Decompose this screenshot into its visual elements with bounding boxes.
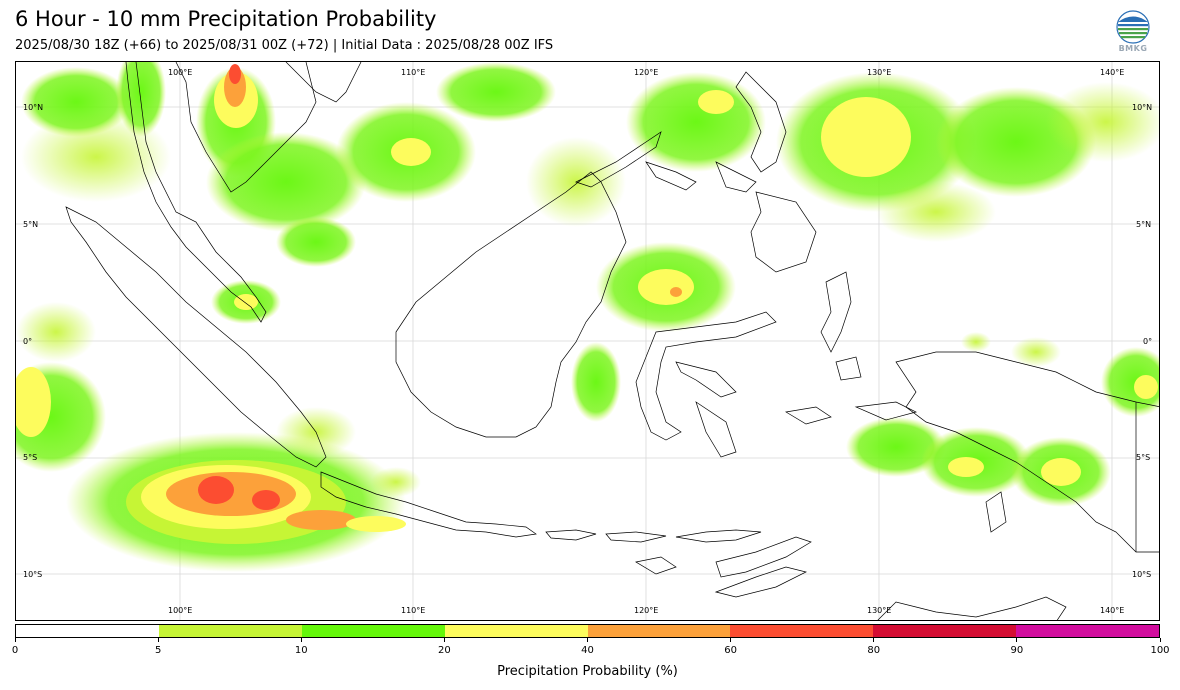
colorbar-tick-label: 60: [724, 645, 737, 656]
colorbar-tick-label: 90: [1010, 645, 1024, 656]
logo-wordmark: BMKG: [1118, 44, 1148, 53]
bmkg-logo-icon: [1116, 10, 1150, 44]
colorbar-segment: [873, 625, 1017, 637]
colorbar-tick: [1016, 638, 1018, 642]
colorbar-segment: [444, 625, 588, 637]
lon-label-top: 140°E: [1100, 68, 1125, 77]
lat-label-right: 0°: [1143, 337, 1153, 346]
colorbar-segment: [16, 625, 159, 637]
colorbar-tick-label: 40: [581, 645, 594, 656]
colorbar-segment: [730, 625, 874, 637]
colorbar-tick: [14, 638, 16, 642]
lon-label-bottom: 120°E: [634, 606, 659, 615]
lat-label-left: 10°S: [23, 570, 43, 579]
lon-label-top: 120°E: [634, 68, 659, 77]
lat-label-right: 10°N: [1132, 103, 1153, 112]
lon-label-bottom: 140°E: [1100, 606, 1125, 615]
precipitation-field: [16, 62, 1159, 572]
precipitation-map: 100°E 110°E 120°E 130°E 140°E 100°E 110°…: [15, 61, 1160, 621]
colorbar-segment: [587, 625, 731, 637]
colorbar-tick-label: 100: [1150, 645, 1170, 656]
lat-label-left: 0°: [23, 337, 33, 346]
lon-label-top: 130°E: [867, 68, 892, 77]
colorbar-tick: [873, 638, 875, 642]
colorbar-segment: [1016, 625, 1159, 637]
colorbar-tick-label: 10: [294, 645, 308, 656]
lon-label-bottom: 110°E: [401, 606, 426, 615]
lat-label-right: 10°S: [1132, 570, 1152, 579]
colorbar-tick-label: 5: [154, 645, 162, 656]
lat-label-right: 5°S: [1136, 453, 1151, 462]
lon-label-bottom: 130°E: [867, 606, 892, 615]
colorbar-tick: [587, 638, 588, 642]
colorbar-label: Precipitation Probability (%): [497, 664, 678, 679]
lat-label-left: 5°N: [23, 220, 39, 229]
map-title: 6 Hour - 10 mm Precipitation Probability: [15, 7, 437, 31]
colorbar-tick-label: 20: [438, 645, 451, 656]
map-canvas: [16, 62, 1159, 620]
colorbar-tick: [1159, 638, 1161, 642]
lon-label-top: 100°E: [168, 68, 193, 77]
colorbar-tick: [730, 638, 732, 642]
colorbar-tick: [157, 638, 159, 642]
colorbar-segment: [158, 625, 302, 637]
lat-label-left: 10°N: [23, 103, 44, 112]
lon-label-top: 110°E: [401, 68, 426, 77]
lat-label-right: 5°N: [1136, 220, 1152, 229]
colorbar-tick-label: 0: [11, 645, 19, 656]
colorbar-tick: [300, 638, 302, 642]
colorbar-tick: [443, 638, 445, 642]
colorbar-segment: [301, 625, 445, 637]
map-subtitle: 2025/08/30 18Z (+66) to 2025/08/31 00Z (…: [15, 38, 554, 53]
bmkg-logo: BMKG: [1114, 10, 1152, 56]
coastlines: [65, 62, 1159, 620]
lon-label-bottom: 100°E: [168, 606, 193, 615]
lat-label-left: 5°S: [23, 453, 38, 462]
colorbar-tick-label: 80: [867, 645, 881, 656]
colorbar: [15, 624, 1160, 638]
